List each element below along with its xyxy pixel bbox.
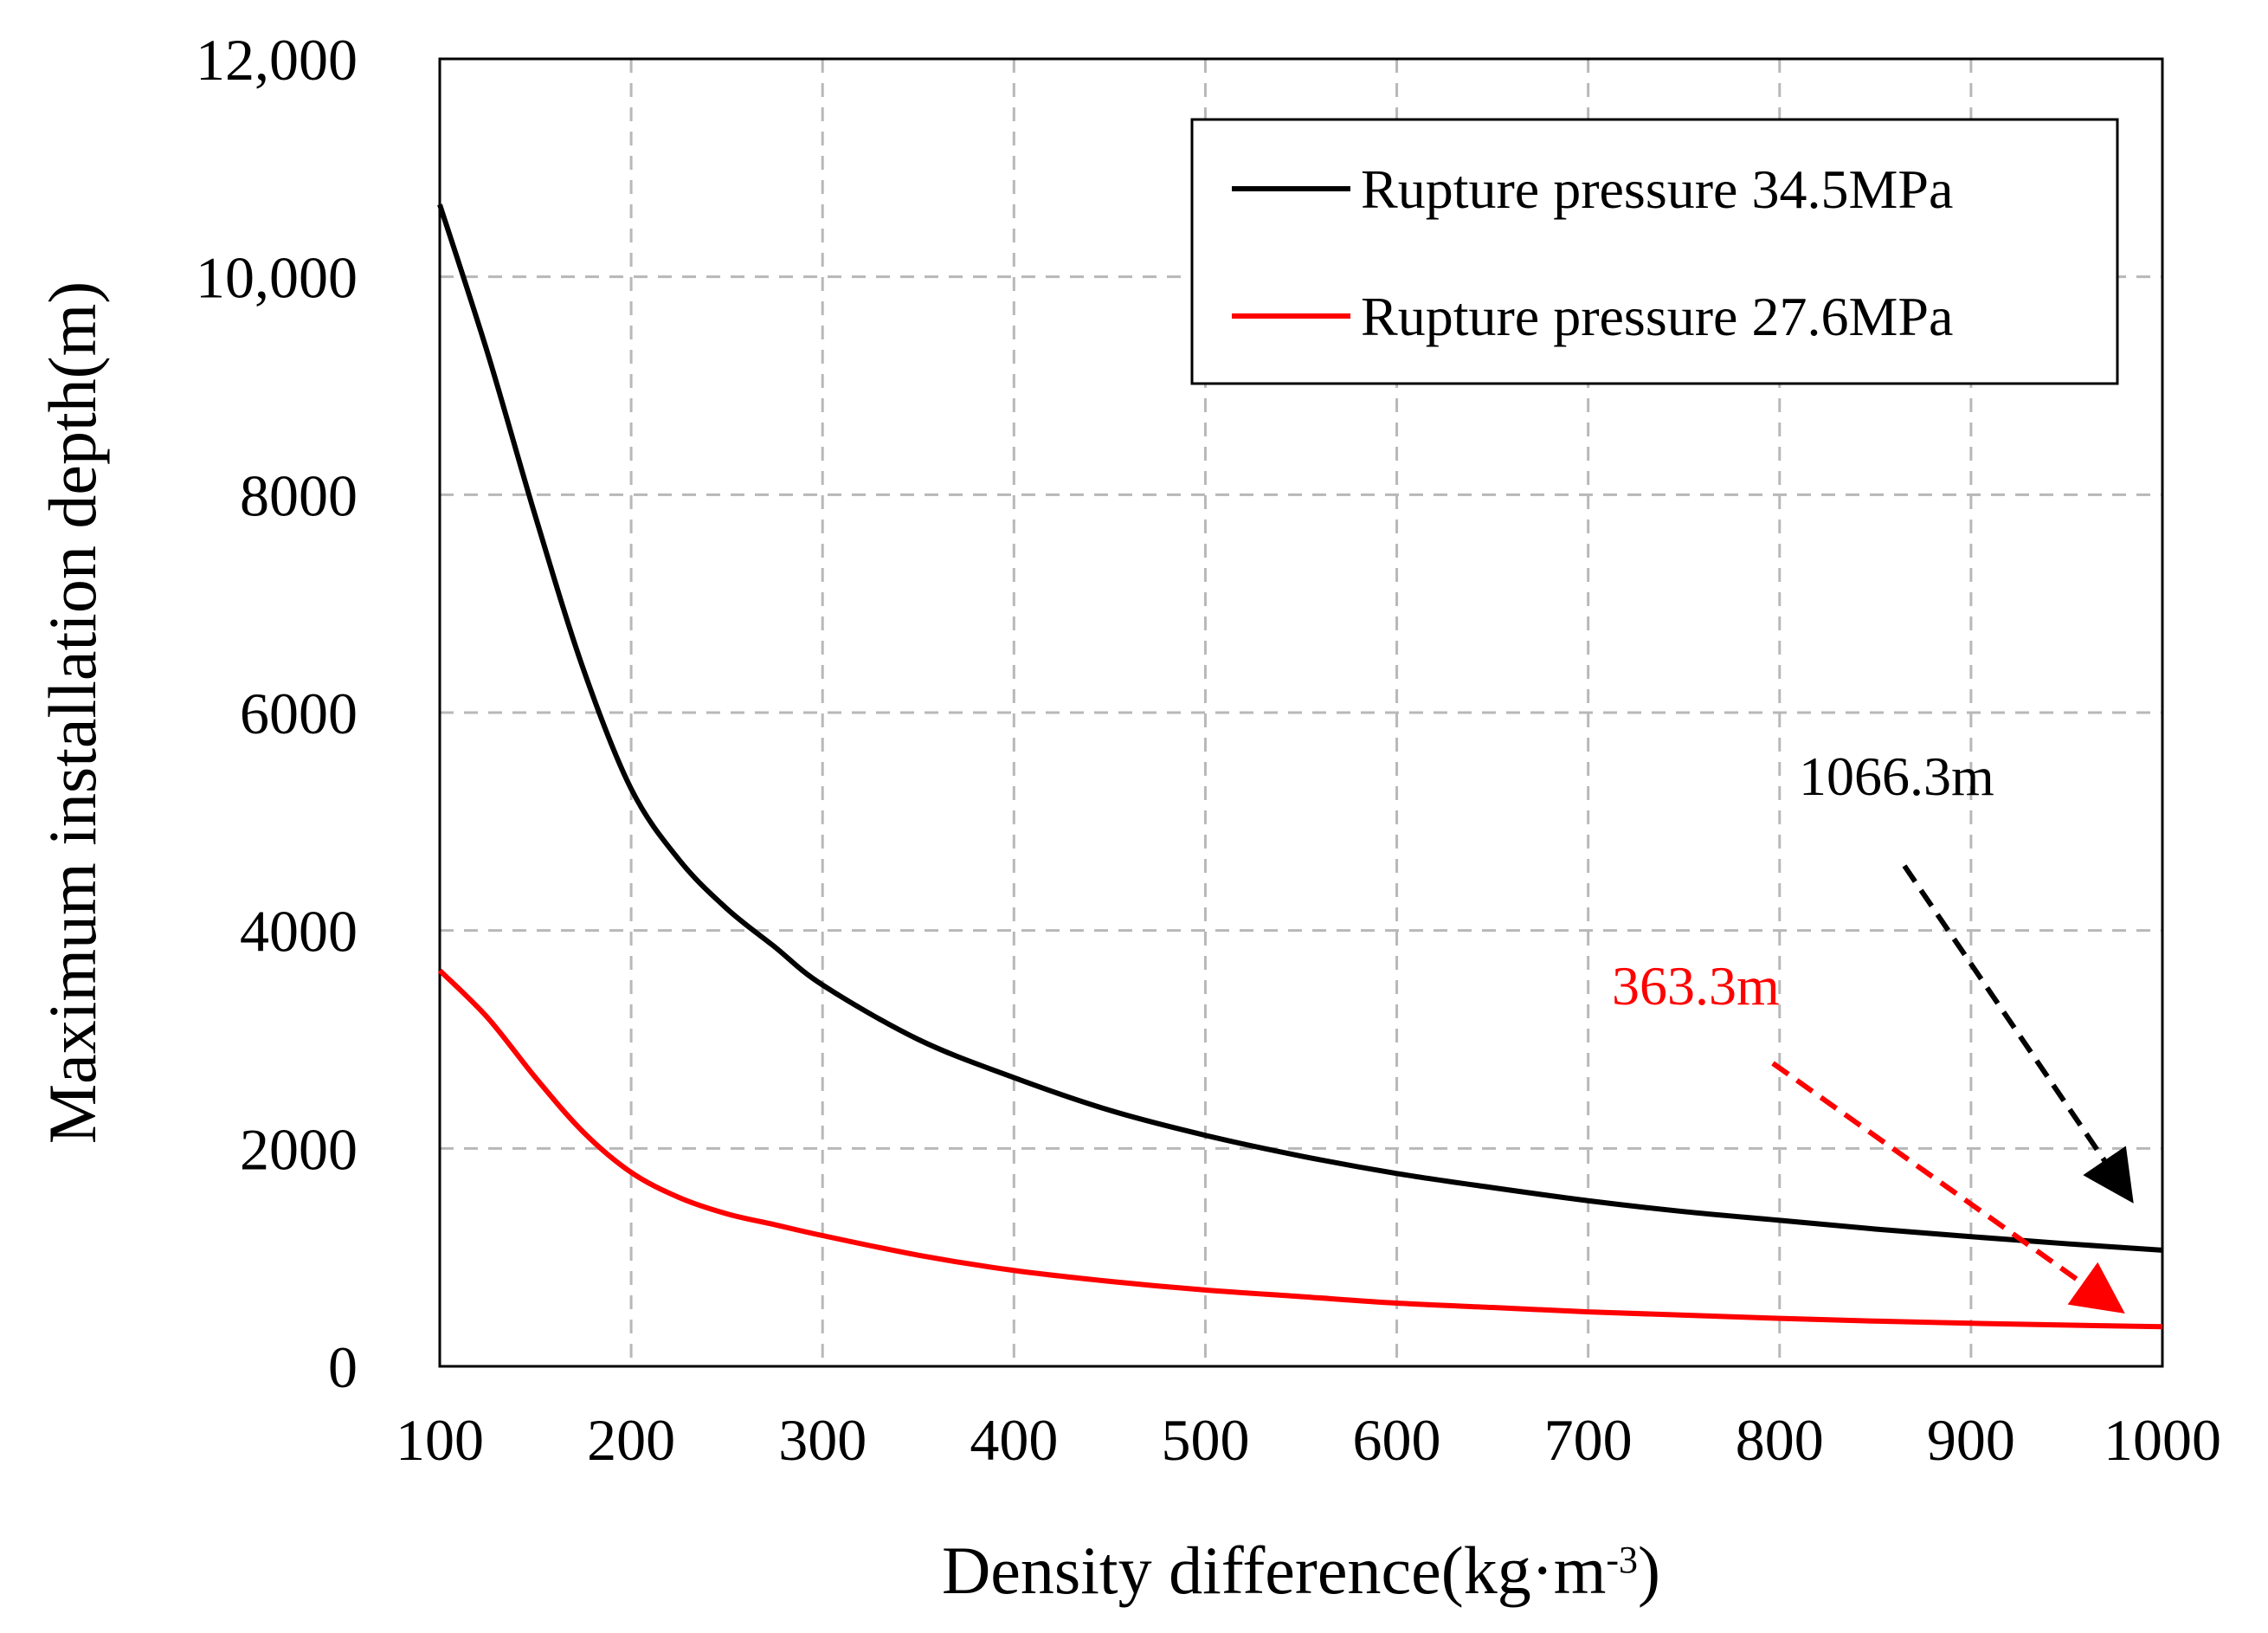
series-layer [437,203,2163,1330]
series-line-1 [437,968,2163,1330]
y-axis-ticks: 0 2000 4000 6000 8000 10,000 12,000 [196,27,358,1400]
y-tick-label: 12,000 [196,27,358,93]
x-tick-label: 700 [1544,1407,1633,1473]
x-axis-ticks: 100 200 300 400 500 600 700 800 900 1000 [396,1407,2221,1473]
y-tick-label: 10,000 [196,245,358,311]
annotation-arrow-red [1771,1061,2125,1314]
series-line-0 [437,203,2163,1253]
x-tick-label: 300 [778,1407,867,1473]
x-tick-label: 100 [396,1407,484,1473]
plot-area-frame [438,57,2164,1368]
legend-label-34-5mpa: Rupture pressure 34.5MPa [1361,158,1953,220]
x-axis-title: Density difference(kg·m-3) [942,1533,1660,1608]
y-axis-title: Maximum installation depth(m) [35,281,110,1145]
y-tick-label: 6000 [240,681,358,746]
x-tick-label: 500 [1161,1407,1249,1473]
y-tick-label: 8000 [240,462,358,528]
annotation-1066-3m: 1066.3m [1799,746,1994,807]
annotation-arrow-black [1902,864,2134,1204]
x-tick-label: 1000 [2104,1407,2221,1473]
legend-box [1190,118,2119,385]
x-tick-label: 900 [1927,1407,2015,1473]
y-tick-label: 2000 [240,1116,358,1182]
y-tick-label: 4000 [240,899,358,965]
x-tick-label: 200 [587,1407,675,1473]
y-tick-label: 0 [328,1334,358,1400]
annotation-363-3m: 363.3m [1612,955,1780,1017]
x-tick-label: 600 [1353,1407,1441,1473]
legend: Rupture pressure 34.5MPa Rupture pressur… [1190,118,2119,385]
x-tick-label: 400 [970,1407,1058,1473]
x-tick-label: 800 [1736,1407,1824,1473]
legend-label-27-6mpa: Rupture pressure 27.6MPa [1361,286,1953,347]
